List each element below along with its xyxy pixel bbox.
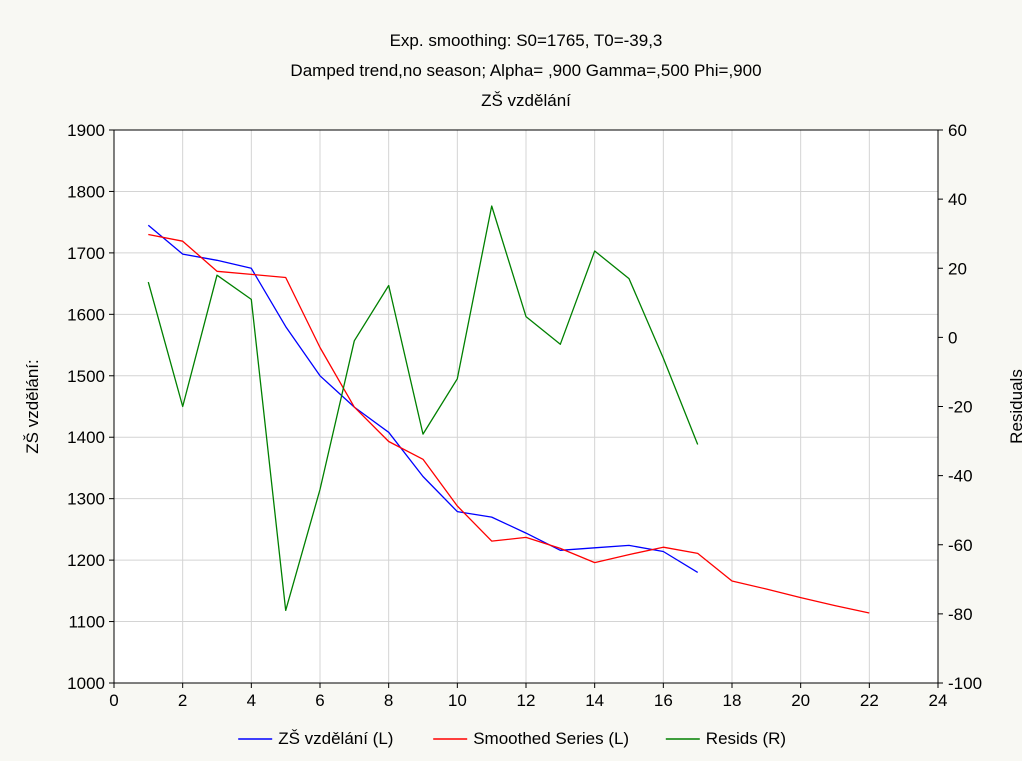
y-left-tick-label: 1900 — [67, 121, 105, 140]
x-tick-label: 12 — [517, 691, 536, 710]
y-left-tick-label: 1600 — [67, 305, 105, 324]
grid — [114, 130, 938, 683]
x-tick-label: 22 — [860, 691, 879, 710]
title-line-3: ZŠ vzdělání — [481, 91, 571, 110]
axes: 0 2 4 6 8 10 12 14 16 18 20 22 241000110012001300140… — [23, 121, 1022, 710]
x-tick-label: 20 — [791, 691, 810, 710]
y-left-axis-label: ZŠ vzdělání: — [23, 359, 42, 454]
y-right-tick-label: 40 — [948, 190, 967, 209]
x-tick-label: 8 — [384, 691, 393, 710]
x-tick-label: 16 — [654, 691, 673, 710]
y-left-tick-label: 1800 — [67, 182, 105, 201]
y-right-tick-label: -20 — [948, 398, 973, 417]
y-right-tick-label: 60 — [948, 121, 967, 140]
y-left-tick-label: 1500 — [67, 367, 105, 386]
y-right-tick-label: -100 — [948, 674, 982, 693]
y-left-tick-label: 1100 — [68, 613, 105, 632]
x-tick-label: 24 — [929, 691, 948, 710]
x-tick-label: 4 — [247, 691, 256, 710]
legend: ZŠ vzdělání (L) Smoothed Series (L) Resids… — [238, 729, 786, 748]
y-left-tick-label: 1000 — [67, 674, 105, 693]
legend-label: Resids (R) — [706, 729, 786, 748]
y-right-tick-label: 20 — [948, 259, 967, 278]
series-line-resids-r — [147, 205, 699, 612]
y-left-tick-label: 1700 — [67, 244, 105, 263]
title-line-2: Damped trend,no season; Alpha= ,900 Gamm… — [290, 61, 761, 80]
title-line-1: Exp. smoothing: S0=1765, T0=-39,3 — [390, 31, 663, 50]
y-left-tick-label: 1400 — [67, 428, 105, 447]
y-right-tick-label: -80 — [948, 605, 973, 624]
legend-label: Smoothed Series (L) — [473, 729, 629, 748]
y-right-tick-label: 0 — [948, 328, 957, 347]
y-right-axis-label: Residuals — [1007, 369, 1022, 444]
series-line-z-vzd-l-n-l — [147, 224, 699, 573]
x-tick-label: 10 — [448, 691, 467, 710]
x-tick-label: 18 — [723, 691, 742, 710]
chart-title: Exp. smoothing: S0=1765, T0=-39,3 Damped … — [290, 31, 761, 110]
legend-label: ZŠ vzdělání (L) — [278, 729, 393, 748]
x-tick-label: 0 — [109, 691, 118, 710]
series-line-smoothed-series-l — [148, 233, 870, 614]
x-tick-label: 6 — [315, 691, 324, 710]
x-tick-label: 14 — [585, 691, 604, 710]
y-left-tick-label: 1200 — [67, 551, 105, 570]
y-left-tick-label: 1300 — [67, 490, 105, 509]
y-right-tick-label: -60 — [948, 536, 973, 555]
y-right-tick-label: -40 — [948, 467, 973, 486]
series-lines — [147, 205, 870, 614]
x-tick-label: 2 — [178, 691, 187, 710]
